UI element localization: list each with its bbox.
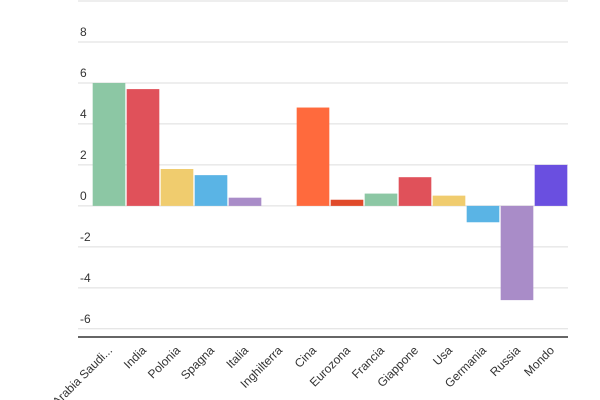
bar bbox=[296, 107, 330, 206]
bar bbox=[228, 197, 262, 206]
y-tick-label: 4 bbox=[80, 107, 87, 121]
bar bbox=[398, 177, 432, 206]
bar bbox=[126, 89, 160, 206]
bar bbox=[364, 193, 398, 206]
y-tick-label: -6 bbox=[80, 312, 91, 326]
bar bbox=[194, 175, 228, 206]
y-tick-label: 2 bbox=[80, 148, 87, 162]
bar bbox=[534, 164, 568, 206]
x-tick-label: Russia bbox=[487, 343, 523, 379]
x-tick-label: Spagna bbox=[178, 343, 217, 382]
x-tick-label: India bbox=[121, 343, 150, 372]
y-tick-label: 0 bbox=[80, 189, 87, 203]
x-tick-label: Italia bbox=[223, 343, 251, 371]
x-tick-label: Polonia bbox=[145, 343, 183, 381]
y-tick-label: -2 bbox=[80, 230, 91, 244]
y-tick-label: -4 bbox=[80, 271, 91, 285]
bar bbox=[330, 199, 364, 206]
y-tick-label: 8 bbox=[80, 25, 87, 39]
x-tick-label: Mondo bbox=[521, 343, 557, 379]
x-tick-label: Cina bbox=[292, 343, 320, 371]
bar bbox=[500, 205, 534, 301]
x-tick-label: Usa bbox=[430, 343, 455, 368]
bar bbox=[160, 169, 194, 206]
bar bbox=[432, 195, 466, 206]
x-tick-label: Arabia Saudi... bbox=[50, 343, 116, 400]
bar bbox=[466, 205, 500, 223]
y-tick-label: 6 bbox=[80, 66, 87, 80]
bar bbox=[92, 82, 126, 206]
